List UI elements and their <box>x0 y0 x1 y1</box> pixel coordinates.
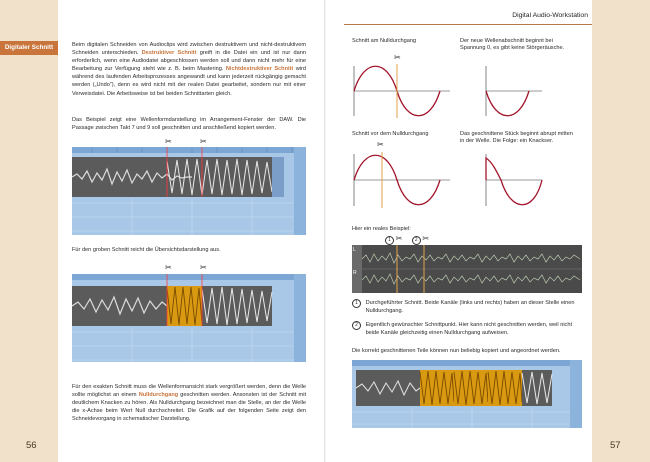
daw-overview-1 <box>72 147 306 235</box>
scissors-icon: ✂ <box>394 53 401 62</box>
caption-abrupt-start: Das geschnittene Stück beginnt abrupt mi… <box>460 131 573 144</box>
caption-cut-at-zero: Schnitt am Nulldurchgang <box>352 38 417 44</box>
scissors-icon: ✂ <box>200 137 207 146</box>
marker-labels: 1 ✂ 2 ✂ <box>385 234 429 245</box>
daw-arranged <box>352 360 582 428</box>
channel-left-label: L <box>353 247 356 253</box>
daw-overview-2 <box>72 274 306 362</box>
page-number-left: 56 <box>26 440 37 451</box>
marker-2: 2 <box>411 236 421 245</box>
scissors-icon: ✂ <box>200 263 207 272</box>
sine-clean-piece <box>485 66 542 117</box>
sine-cut-before-zero <box>353 152 450 208</box>
chapter-tab[interactable]: Digitaler Schnitt <box>0 41 58 55</box>
caption-cut-before-zero: Schnitt vor dem Nulldurchgang <box>352 131 429 137</box>
running-header: Digital Audio-Workstation <box>512 12 588 19</box>
gutter <box>324 0 326 462</box>
term-destructive: Destruktiver Schnitt <box>141 50 197 57</box>
note-1: 1 Durchgeführter Schnitt. Beide Kanäle (… <box>352 299 582 315</box>
real-waveform <box>352 245 582 293</box>
scissors-icon: ✂ <box>165 263 172 272</box>
rough-cut-paragraph: Für den groben Schnitt reicht die Übersi… <box>72 247 221 253</box>
page-number-right: 57 <box>610 440 621 451</box>
channel-right-label: R <box>353 270 357 276</box>
intro-paragraph: Beim digitalen Schneiden von Audioclips … <box>72 42 307 97</box>
scissors-icon: ✂ <box>377 140 384 149</box>
exact-cut-paragraph: Für den exakten Schnitt muss die Wellenf… <box>72 384 306 423</box>
scissors-icon: ✂ <box>422 234 430 243</box>
left-margin-band <box>0 0 58 462</box>
sine-abrupt-piece <box>485 154 543 206</box>
marker-1: 1 <box>385 236 394 245</box>
term-nondestructive: Nichtdestruktiver Schnitt <box>225 66 294 73</box>
header-rule <box>344 24 592 25</box>
real-example-caption: Hier ein reales Beispiel: <box>352 226 411 232</box>
example-paragraph: Das Beispiel zeigt eine Wellenformdarste… <box>72 117 306 132</box>
scissors-icon: ✂ <box>395 234 403 243</box>
caption-clean-start: Der neue Wellenabschnitt beginnt bei Spa… <box>460 38 565 51</box>
scissors-icon: ✂ <box>165 137 172 146</box>
term-zero-crossing: Nulldurchgang <box>138 392 179 399</box>
right-margin-band <box>592 0 650 462</box>
copy-paragraph: Die korrekt geschnittenen Teile können n… <box>352 348 561 354</box>
sine-cut-at-zero <box>353 64 450 118</box>
note-2: 2 Eigentlich gewünschter Schnittpunkt. H… <box>352 321 582 337</box>
